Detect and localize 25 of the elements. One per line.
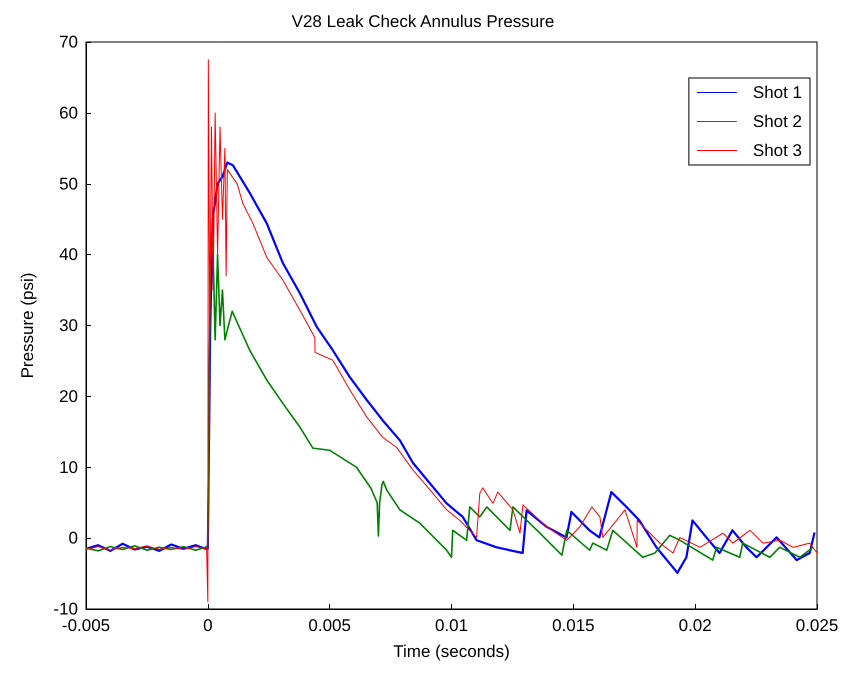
x-tick-label: 0.005 (308, 616, 351, 635)
legend-label: Shot 2 (752, 112, 802, 131)
y-tick-label: -10 (53, 600, 78, 618)
y-tick-label: 60 (59, 103, 78, 122)
y-tick-label: 20 (59, 386, 78, 406)
y-tick-label: 10 (59, 458, 78, 477)
line-series (84, 161, 816, 574)
x-tick-label: 0.02 (678, 616, 712, 635)
line-series (85, 234, 814, 561)
line-series (86, 59, 818, 602)
x-tick-label: 0.01 (434, 616, 468, 635)
legend-label: Shot 1 (752, 83, 802, 102)
y-tick-label: 50 (59, 174, 78, 194)
x-axis-title: Time (seconds) (393, 642, 510, 661)
x-tick-label: -0.005 (62, 616, 110, 635)
y-tick-label: 0 (68, 528, 78, 548)
y-tick-label: 40 (59, 245, 78, 264)
y-tick-label: 70 (59, 32, 78, 52)
chart-title: V28 Leak Check Annulus Pressure (292, 12, 554, 31)
x-tick-label: 0.025 (796, 616, 838, 635)
x-tick-label: 0.015 (552, 616, 595, 635)
x-tick-label: 0 (203, 616, 213, 635)
y-tick-label: 30 (59, 316, 78, 335)
legend-label: Shot 3 (752, 141, 802, 160)
y-axis-title: Pressure (psi) (18, 272, 37, 378)
